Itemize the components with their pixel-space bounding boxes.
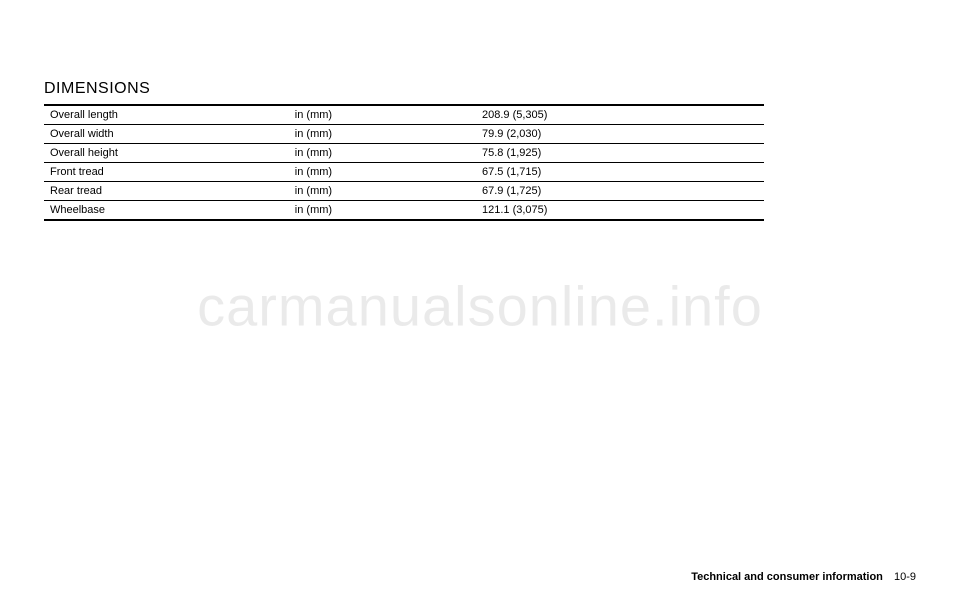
table-row: Overall length in (mm) 208.9 (5,305) <box>44 105 764 125</box>
dimensions-table: Overall length in (mm) 208.9 (5,305) Ove… <box>44 104 764 221</box>
cell-unit: in (mm) <box>289 144 476 163</box>
cell-unit: in (mm) <box>289 201 476 221</box>
cell-label: Overall height <box>44 144 289 163</box>
cell-value: 67.5 (1,715) <box>476 163 764 182</box>
cell-label: Overall width <box>44 125 289 144</box>
table-row: Front tread in (mm) 67.5 (1,715) <box>44 163 764 182</box>
cell-label: Rear tread <box>44 182 289 201</box>
page-footer: Technical and consumer information 10-9 <box>691 571 916 583</box>
table-row: Rear tread in (mm) 67.9 (1,725) <box>44 182 764 201</box>
cell-label: Overall length <box>44 105 289 125</box>
table-row: Wheelbase in (mm) 121.1 (3,075) <box>44 201 764 221</box>
watermark-text: carmanualsonline.info <box>0 273 960 338</box>
cell-value: 208.9 (5,305) <box>476 105 764 125</box>
page-content: DIMENSIONS Overall length in (mm) 208.9 … <box>44 80 764 221</box>
table-row: Overall height in (mm) 75.8 (1,925) <box>44 144 764 163</box>
footer-chapter: Technical and consumer information <box>691 571 883 583</box>
cell-unit: in (mm) <box>289 182 476 201</box>
cell-value: 75.8 (1,925) <box>476 144 764 163</box>
cell-value: 79.9 (2,030) <box>476 125 764 144</box>
cell-label: Wheelbase <box>44 201 289 221</box>
cell-label: Front tread <box>44 163 289 182</box>
cell-unit: in (mm) <box>289 105 476 125</box>
cell-value: 121.1 (3,075) <box>476 201 764 221</box>
cell-value: 67.9 (1,725) <box>476 182 764 201</box>
cell-unit: in (mm) <box>289 163 476 182</box>
cell-unit: in (mm) <box>289 125 476 144</box>
section-title: DIMENSIONS <box>44 80 764 98</box>
footer-page-number: 10-9 <box>894 571 916 583</box>
table-row: Overall width in (mm) 79.9 (2,030) <box>44 125 764 144</box>
